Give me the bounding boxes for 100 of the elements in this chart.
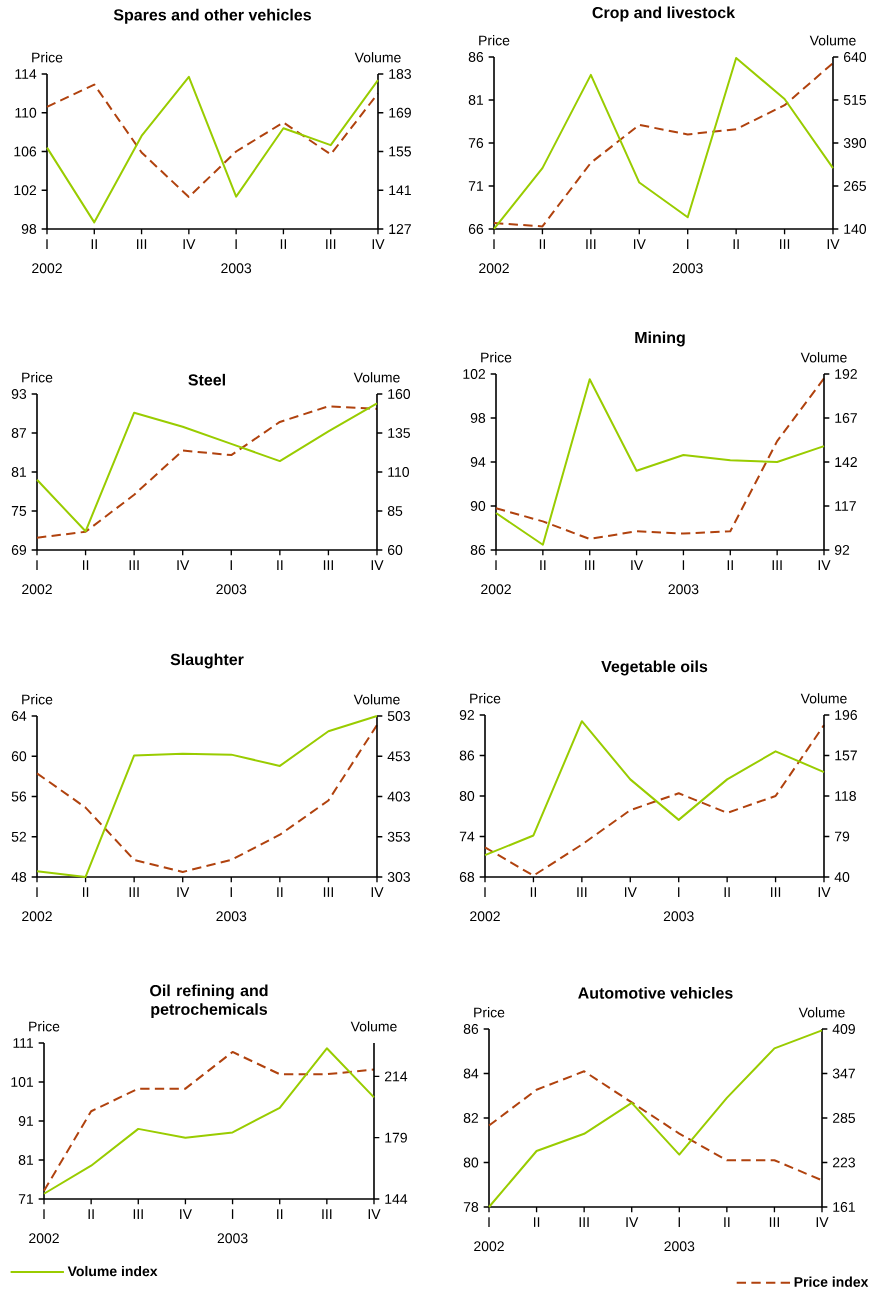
x-tick-label: IV bbox=[183, 239, 196, 249]
y-tick-label: 86 bbox=[470, 545, 486, 555]
y2-tick-label: 141 bbox=[389, 185, 411, 196]
y2-tick-label: 192 bbox=[835, 369, 857, 379]
y-tick-label: 111 bbox=[13, 1038, 34, 1048]
y-tick-label: 87 bbox=[11, 428, 27, 438]
x-tick-label: II bbox=[733, 239, 739, 249]
y-tick-label: 76 bbox=[468, 138, 484, 148]
y-tick-label: 81 bbox=[468, 95, 484, 105]
text: 2003 bbox=[672, 263, 703, 274]
x-tick-label: III bbox=[771, 887, 781, 897]
x-tick-label: II bbox=[88, 1209, 94, 1219]
y2-tick-label: 183 bbox=[389, 69, 411, 79]
x-tick-label: I bbox=[231, 1209, 234, 1219]
y2-tick-label: 160 bbox=[388, 389, 411, 399]
chart-title: Vegetable oils bbox=[601, 660, 708, 676]
y2-tick-label: 347 bbox=[832, 1068, 855, 1079]
x-tick-label: III bbox=[323, 560, 333, 570]
y-tick-label: 106 bbox=[14, 146, 37, 157]
text: 2002 bbox=[479, 263, 509, 274]
x-tick-label: II bbox=[530, 887, 537, 897]
y-axis-title: Price bbox=[22, 694, 53, 705]
x-tick-label: III bbox=[769, 1217, 779, 1227]
chart-title: Automotive vehicles bbox=[578, 986, 733, 999]
y2-axis-title: Volume bbox=[350, 1021, 397, 1032]
x-tick-label: I bbox=[493, 239, 495, 249]
y2-tick-label: 265 bbox=[843, 181, 867, 191]
x-tick-label: II bbox=[82, 560, 89, 570]
y-tick-label: 81 bbox=[11, 467, 27, 477]
y-tick-label: 82 bbox=[463, 1113, 479, 1123]
x-tick-label: II bbox=[91, 239, 97, 249]
x-tick-label: II bbox=[277, 1209, 283, 1219]
y2-tick-label: 155 bbox=[389, 146, 412, 157]
y-tick-label: 64 bbox=[11, 711, 27, 721]
x-tick-label: II bbox=[277, 887, 283, 897]
text: 2002 bbox=[22, 584, 52, 595]
x-tick-label: I bbox=[46, 239, 48, 249]
y-tick-label: 74 bbox=[459, 831, 475, 842]
x-tick-label: II bbox=[724, 887, 730, 897]
y-tick-label: 86 bbox=[468, 52, 484, 62]
y2-tick-label: 142 bbox=[835, 457, 857, 467]
y2-tick-label: 110 bbox=[388, 467, 410, 477]
y2-tick-label: 117 bbox=[835, 501, 856, 511]
text: 2003 bbox=[221, 263, 252, 274]
x-tick-label: II bbox=[277, 560, 283, 570]
y-tick-label: 92 bbox=[459, 710, 475, 720]
legend-label: Price index bbox=[794, 1276, 869, 1287]
text: 2003 bbox=[663, 911, 694, 922]
y-tick-label: 101 bbox=[11, 1077, 34, 1087]
x-tick-label: I bbox=[678, 1217, 680, 1227]
y-tick-label: 86 bbox=[459, 750, 475, 761]
y-tick-label: 98 bbox=[470, 413, 486, 423]
y-tick-label: 84 bbox=[463, 1068, 479, 1079]
y-tick-label: 66 bbox=[468, 224, 484, 234]
line-series bbox=[46, 75, 379, 224]
x-tick-label: I bbox=[235, 239, 237, 249]
x-tick-label: I bbox=[484, 887, 486, 897]
x-tick-label: IV bbox=[368, 1209, 381, 1219]
x-tick-label: IV bbox=[818, 887, 831, 897]
x-tick-label: III bbox=[137, 239, 147, 249]
y2-axis-title: Volume bbox=[809, 35, 856, 46]
y-tick-label: 71 bbox=[18, 1194, 34, 1204]
x-tick-label: II bbox=[540, 560, 546, 570]
y-axis-title: Price bbox=[481, 352, 512, 363]
y-axis-title: Price bbox=[29, 1021, 60, 1032]
y-tick-label: 102 bbox=[463, 369, 486, 379]
y2-tick-label: 118 bbox=[835, 791, 856, 801]
y2-tick-label: 503 bbox=[387, 711, 410, 721]
y-tick-label: 81 bbox=[18, 1155, 34, 1165]
chart-title: Spares and other vehicles bbox=[113, 8, 311, 24]
y2-tick-label: 179 bbox=[385, 1132, 407, 1143]
x-tick-label: II bbox=[727, 560, 733, 570]
line-series bbox=[484, 720, 825, 857]
text: 2002 bbox=[32, 263, 62, 274]
text: 2003 bbox=[217, 1233, 248, 1244]
x-tick-label: IV bbox=[626, 1217, 639, 1227]
y2-tick-label: 140 bbox=[844, 224, 867, 234]
line-series bbox=[488, 1070, 823, 1182]
y2-tick-label: 515 bbox=[843, 95, 867, 105]
y2-tick-label: 135 bbox=[388, 428, 411, 438]
y2-tick-label: 196 bbox=[835, 710, 858, 720]
x-tick-label: IV bbox=[371, 560, 384, 570]
x-tick-label: I bbox=[687, 239, 689, 249]
x-tick-label: IV bbox=[633, 239, 646, 249]
y-tick-label: 114 bbox=[15, 69, 37, 79]
x-tick-label: I bbox=[488, 1217, 490, 1227]
y-tick-label: 94 bbox=[470, 457, 486, 467]
y-tick-label: 80 bbox=[459, 791, 475, 801]
y-tick-label: 80 bbox=[463, 1157, 479, 1168]
y-tick-label: 90 bbox=[470, 501, 486, 511]
y-tick-label: 91 bbox=[18, 1116, 34, 1126]
chart-title: Mining bbox=[635, 331, 685, 347]
y-tick-label: 102 bbox=[14, 185, 37, 196]
y2-tick-label: 127 bbox=[389, 224, 411, 234]
x-tick-label: I bbox=[230, 887, 232, 897]
x-tick-label: I bbox=[36, 560, 38, 570]
chart-title: Crop and livestock bbox=[592, 6, 736, 22]
x-tick-label: III bbox=[323, 887, 333, 897]
x-tick-label: II bbox=[82, 887, 89, 897]
y-axis-title: Price bbox=[32, 52, 63, 63]
